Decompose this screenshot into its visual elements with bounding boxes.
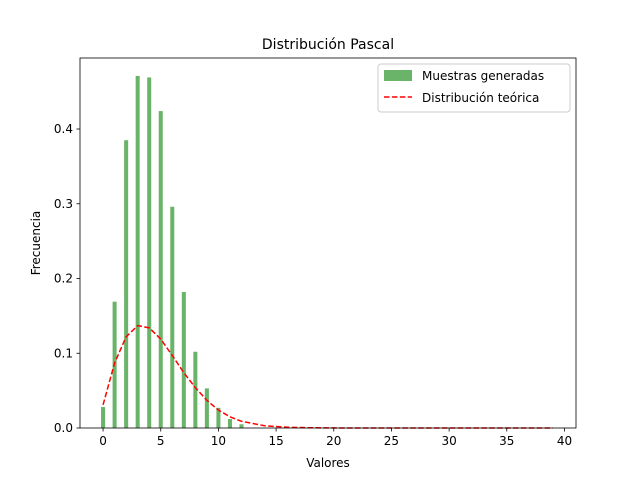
x-tick-label-25: 25	[384, 434, 399, 448]
x-tick-label-15: 15	[268, 434, 283, 448]
bar-6	[170, 206, 175, 428]
bar-5	[158, 111, 163, 428]
x-tick-label-30: 30	[441, 434, 456, 448]
bar-10	[216, 407, 221, 428]
y-tick-label-0.4: 0.4	[54, 122, 73, 136]
x-tick-label-35: 35	[499, 434, 514, 448]
x-tick-label-0: 0	[99, 434, 107, 448]
plot-area-frame	[79, 57, 577, 429]
bar-0	[101, 407, 106, 428]
y-axis-label: Frecuencia	[29, 211, 43, 276]
y-tick-label-0.3: 0.3	[54, 197, 73, 211]
bar-3	[135, 75, 140, 428]
y-tick-label-0.1: 0.1	[54, 346, 73, 360]
x-tick-label-20: 20	[326, 434, 341, 448]
x-axis-label: Valores	[306, 456, 350, 470]
x-tick-label-40: 40	[557, 434, 572, 448]
bar-8	[193, 351, 198, 428]
y-axis-ticks: 0.0 0.1 0.2 0.3 0.4	[54, 122, 80, 435]
chart-title: Distribución Pascal	[262, 37, 394, 53]
y-tick-label-0: 0.0	[54, 421, 73, 435]
bar-11	[227, 419, 232, 428]
legend: Muestras generadas Distribución teórica	[377, 63, 571, 113]
legend-swatch-bars	[384, 70, 412, 81]
bar-12	[239, 424, 244, 428]
legend-label-line: Distribución teórica	[422, 91, 539, 105]
bar-7	[181, 291, 186, 428]
legend-box	[377, 63, 571, 113]
bar-4	[147, 77, 152, 429]
x-axis-ticks: 0 5 10 15 20 25 30 35 40	[99, 428, 572, 448]
x-tick-label-10: 10	[211, 434, 226, 448]
bar-9	[204, 388, 209, 428]
y-tick-label-0.2: 0.2	[54, 272, 73, 286]
legend-label-bars: Muestras generadas	[422, 69, 544, 83]
x-tick-label-5: 5	[157, 434, 165, 448]
bar-2	[124, 140, 129, 428]
